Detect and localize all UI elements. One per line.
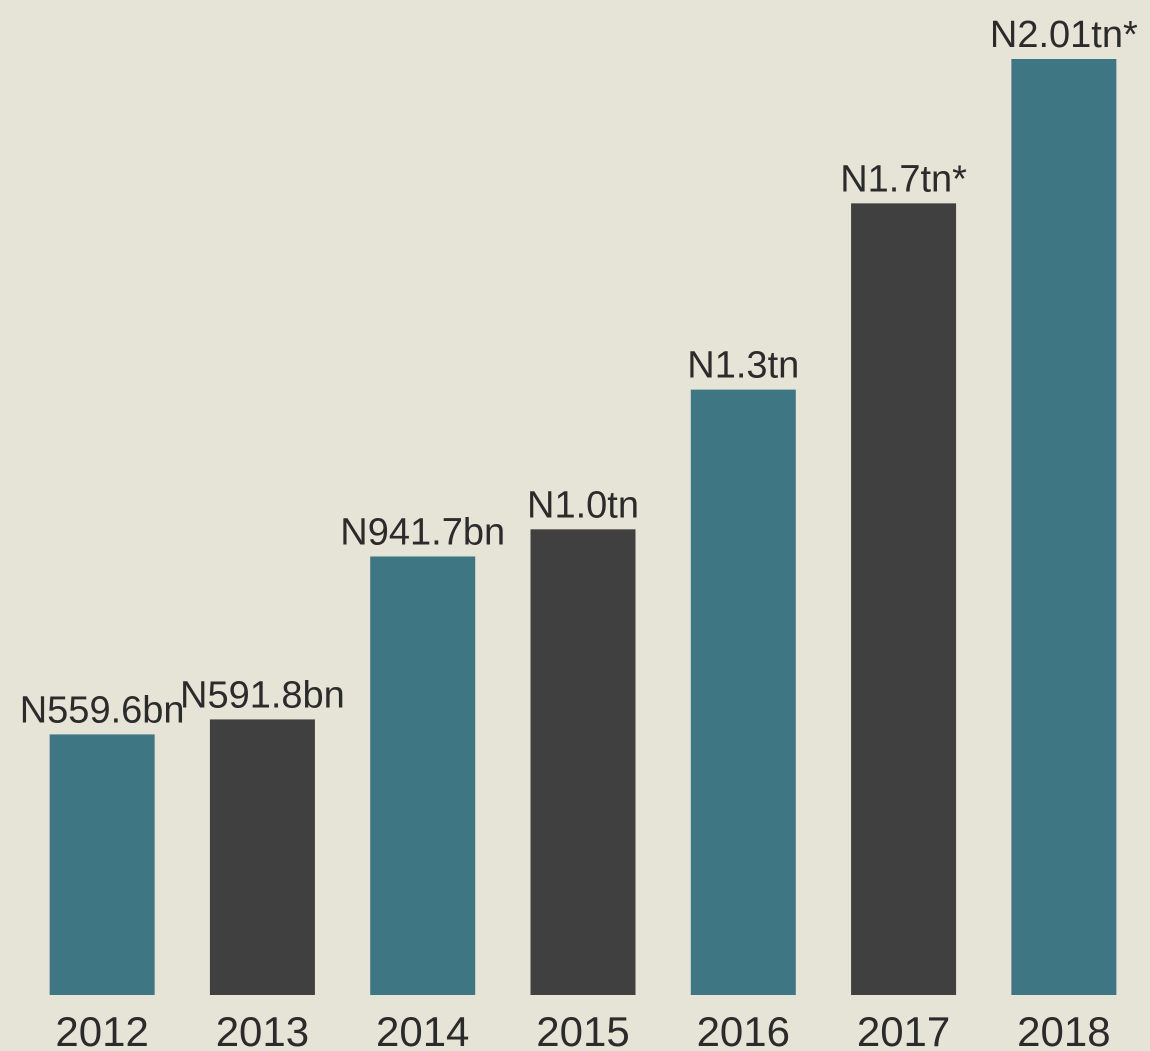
- bar: [370, 556, 476, 995]
- x-tick-label: 2013: [216, 1008, 309, 1051]
- bar: [1011, 59, 1117, 995]
- value-label: N559.6bn: [20, 689, 185, 731]
- value-label: N1.7tn*: [840, 158, 967, 200]
- bar: [49, 734, 155, 995]
- value-label: N1.3tn: [687, 345, 799, 387]
- x-tick-label: 2012: [55, 1008, 148, 1051]
- x-tick-label: 2018: [1017, 1008, 1110, 1051]
- value-label: N2.01tn*: [990, 14, 1138, 56]
- bar: [690, 389, 796, 996]
- x-tick-label: 2017: [857, 1008, 950, 1051]
- bar: [851, 203, 957, 995]
- bar: [209, 719, 315, 995]
- value-label: N1.0tn: [527, 484, 639, 526]
- x-tick-label: 2016: [697, 1008, 790, 1051]
- value-label: N941.7bn: [340, 511, 505, 553]
- value-label: N591.8bn: [180, 674, 345, 716]
- x-tick-label: 2015: [536, 1008, 629, 1051]
- x-tick-label: 2014: [376, 1008, 469, 1051]
- bar: [530, 529, 636, 995]
